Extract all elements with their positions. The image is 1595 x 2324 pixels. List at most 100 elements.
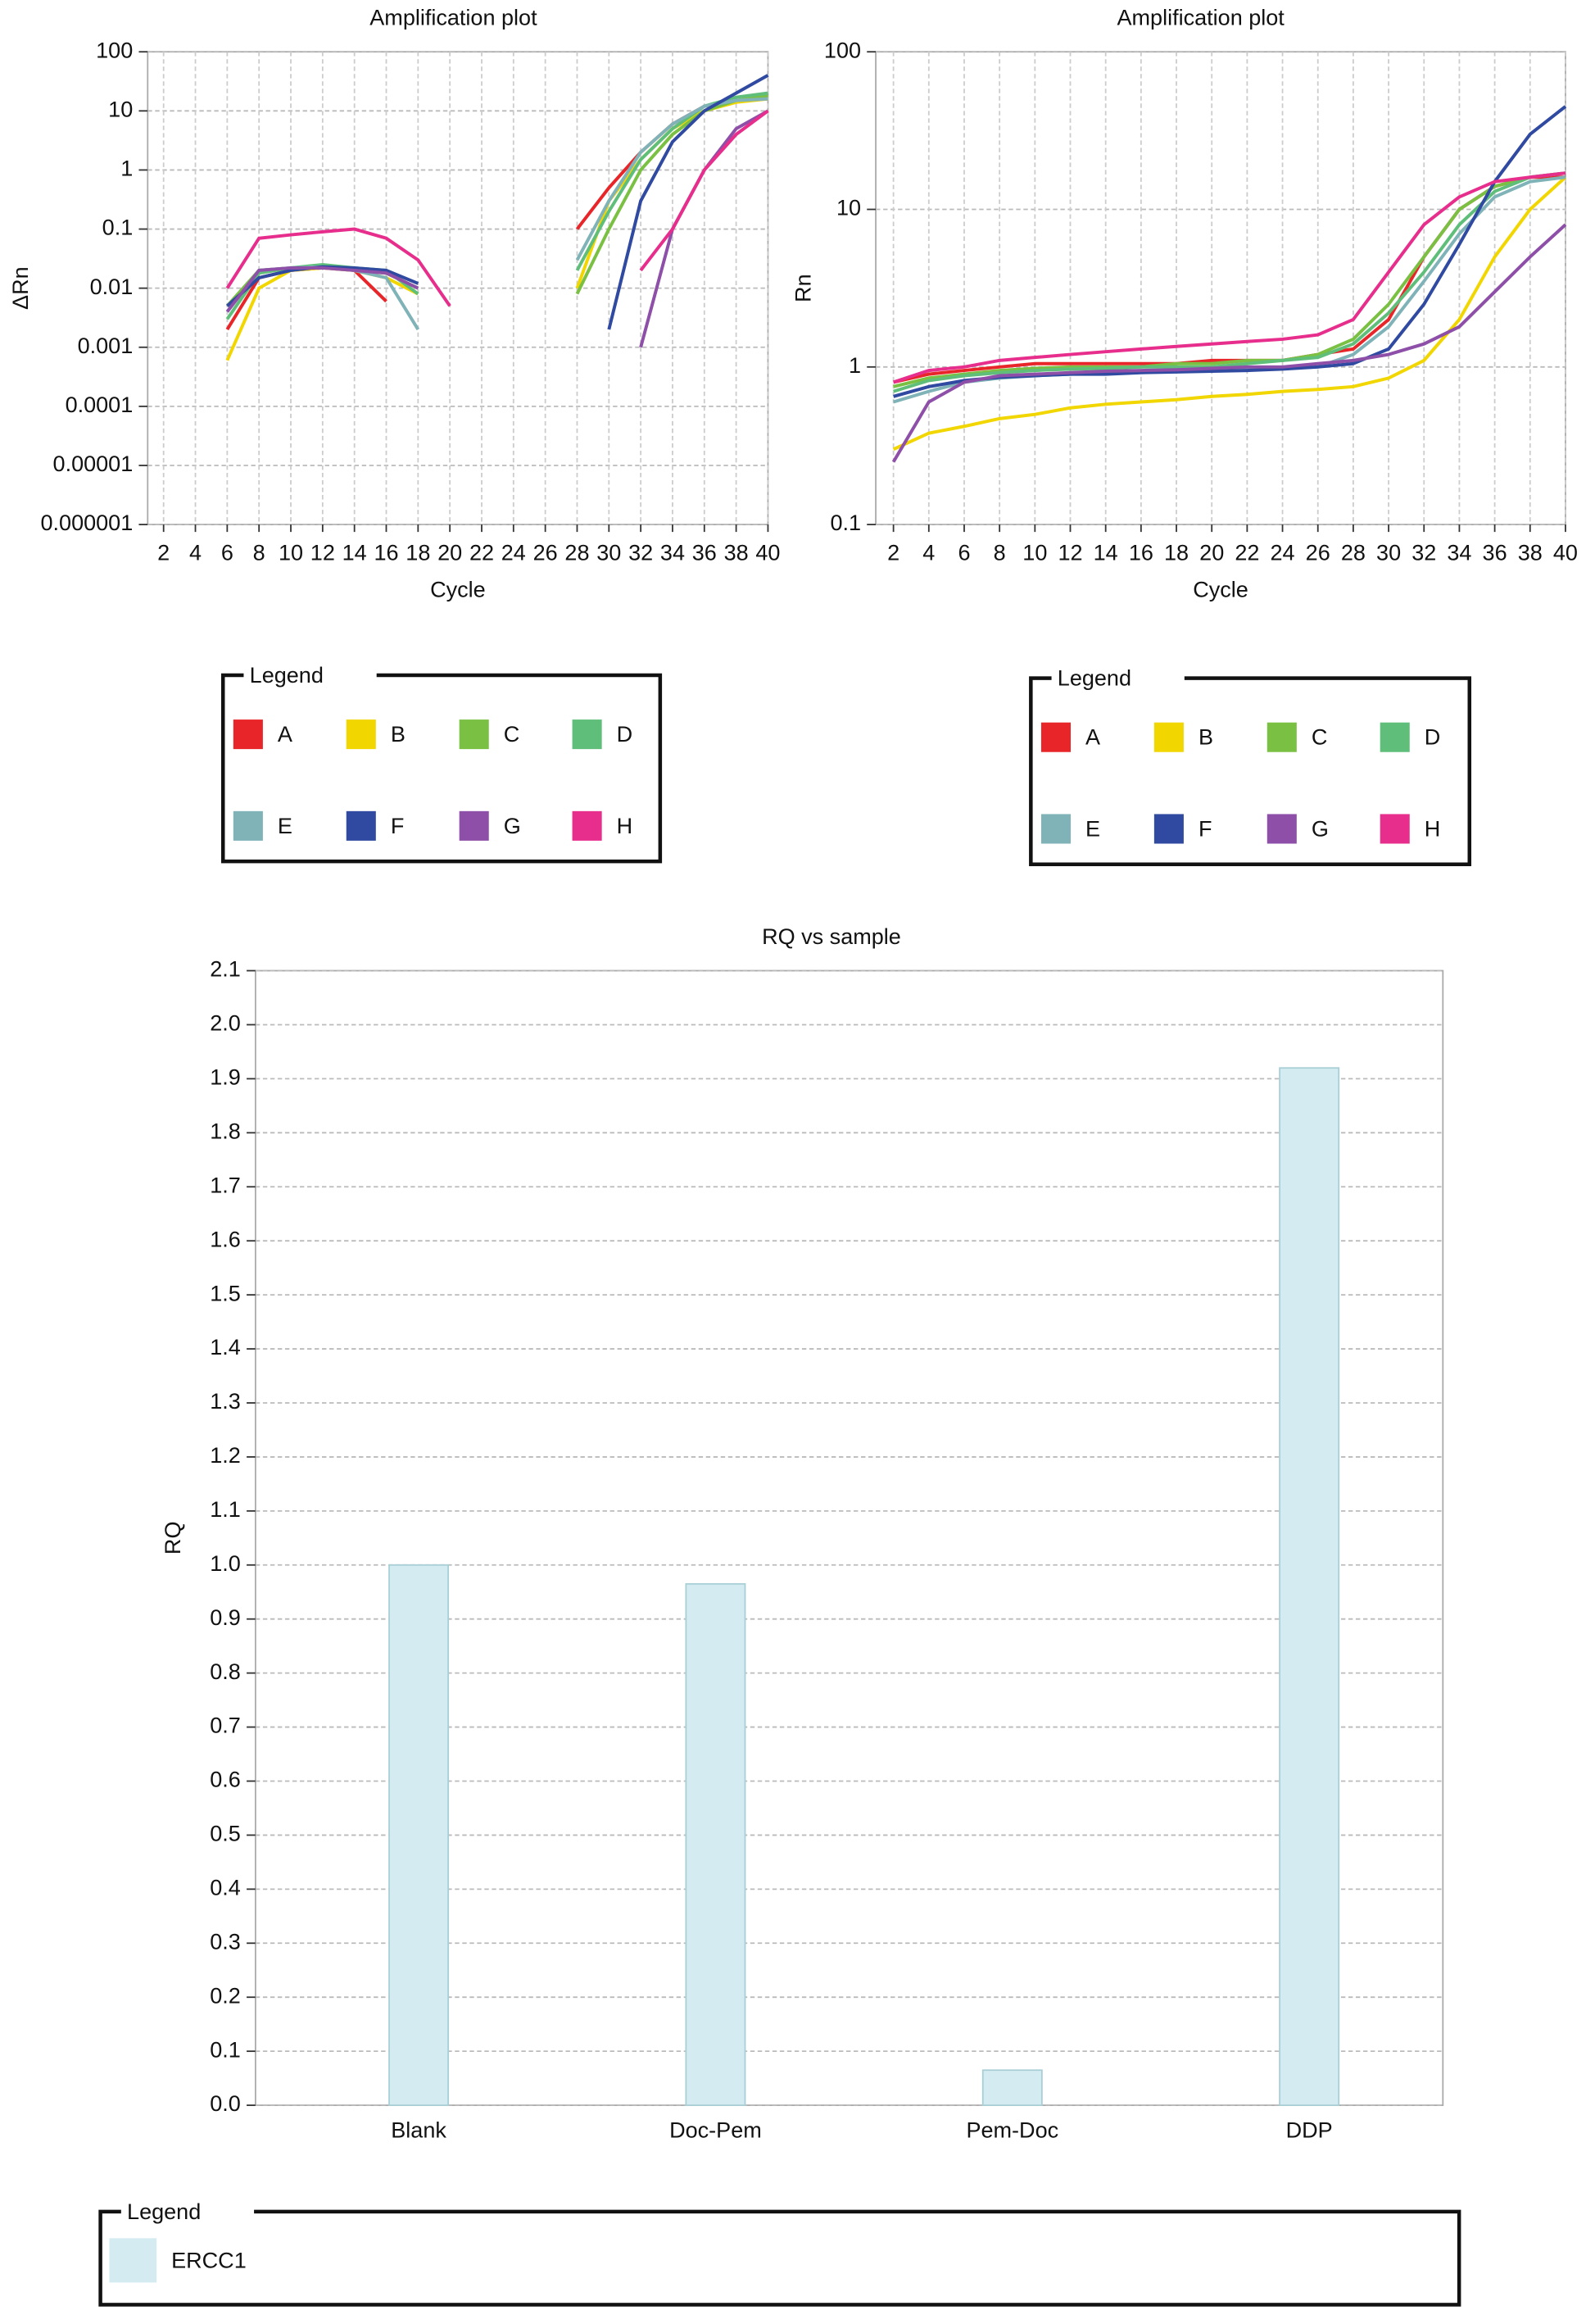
x-tick-label: 18 (406, 540, 430, 565)
y-tick-label: 10 (836, 196, 861, 220)
x-tick-label: 14 (1094, 540, 1118, 565)
x-tick-label: 22 (469, 540, 494, 565)
legend-label: B (1199, 725, 1213, 750)
series-line (893, 171, 1566, 388)
y-tick-label: 1.1 (210, 1497, 241, 1522)
x-tick-label: 36 (1483, 540, 1507, 565)
y-tick-label: 2.0 (210, 1011, 241, 1036)
x-tick-label: DDP (1286, 2118, 1333, 2143)
chart-title: Amplification plot (369, 6, 537, 30)
y-tick-label: 0.00001 (53, 452, 134, 476)
x-tick-label: 38 (724, 540, 749, 565)
plot-area (254, 969, 1444, 2106)
legend-box (98, 2209, 1461, 2307)
legend-label: E (1085, 816, 1100, 841)
x-tick-label: 30 (1376, 540, 1401, 565)
y-tick-label: 0.1 (102, 216, 134, 240)
chart-title: RQ vs sample (762, 924, 901, 949)
x-tick-label: 8 (994, 540, 1006, 565)
legend-title: Legend (250, 663, 324, 688)
x-tick-label: 22 (1235, 540, 1259, 565)
legend-label: C (504, 722, 520, 747)
x-tick-label: 16 (374, 540, 398, 565)
y-tick-label: 0.0001 (66, 393, 134, 417)
legend-swatch (233, 810, 263, 841)
x-axis-label: Cycle (430, 577, 486, 601)
x-tick-label: 36 (692, 540, 717, 565)
legend-swatch (1380, 814, 1410, 844)
legend-label: A (278, 722, 292, 747)
legend-title: Legend (127, 2199, 201, 2224)
x-tick-label: 28 (564, 540, 589, 565)
x-tick-label: 4 (189, 540, 202, 565)
y-tick-label: 0.000001 (41, 511, 134, 535)
x-tick-label: 32 (628, 540, 653, 565)
legend-label: H (1425, 816, 1441, 841)
x-tick-label: 34 (1447, 540, 1471, 565)
x-tick-label: 8 (253, 540, 265, 565)
y-tick-label: 1.5 (210, 1281, 241, 1305)
y-tick-label: 1.3 (210, 1389, 241, 1414)
y-tick-label: 0.0 (210, 2091, 241, 2116)
x-tick-label: 24 (501, 540, 526, 565)
x-tick-label: 6 (958, 540, 970, 565)
x-tick-label: 16 (1129, 540, 1153, 565)
y-tick-label: 1.6 (210, 1227, 241, 1251)
y-tick-label: 100 (96, 38, 133, 62)
legend-swatch (346, 719, 376, 750)
y-tick-label: 0.4 (210, 1875, 241, 1900)
y-tick-label: 1.0 (210, 1551, 241, 1576)
series-line (893, 171, 1566, 393)
legend-label: C (1312, 725, 1328, 750)
y-tick-label: 1.4 (210, 1335, 241, 1359)
x-tick-label: Doc-Pem (669, 2118, 762, 2143)
y-tick-label: 2.1 (210, 957, 241, 982)
legend-box (1029, 676, 1472, 866)
legend-title: Legend (1058, 666, 1131, 691)
bar (981, 2069, 1043, 2106)
legend-swatch (109, 2238, 157, 2283)
x-tick-label: 14 (342, 540, 367, 565)
y-tick-label: 10 (108, 97, 133, 121)
y-tick-label: 0.001 (78, 334, 134, 358)
y-tick-label: 0.6 (210, 1768, 241, 1792)
x-tick-label: 12 (1058, 540, 1082, 565)
legend-label: D (617, 722, 633, 747)
x-tick-label: 20 (437, 540, 462, 565)
legend-swatch (346, 810, 376, 841)
x-tick-label: 34 (660, 540, 685, 565)
legend-label: A (1085, 725, 1100, 750)
legend-label: F (391, 814, 405, 838)
x-tick-label: 10 (279, 540, 303, 565)
legend-label: F (1199, 816, 1212, 841)
legend-swatch (459, 719, 489, 750)
plot-area (875, 51, 1566, 526)
legend-label: G (504, 814, 521, 838)
y-tick-label: 0.5 (210, 1822, 241, 1846)
y-tick-label: 0.1 (210, 2037, 241, 2062)
chart-title: Amplification plot (1117, 6, 1285, 30)
x-tick-label: 20 (1199, 540, 1224, 565)
legend-swatch (1040, 722, 1072, 752)
y-tick-label: 0.01 (90, 275, 134, 299)
legend-swatch (1380, 722, 1410, 752)
x-tick-label: 38 (1518, 540, 1543, 565)
legend-swatch (1153, 722, 1184, 752)
x-tick-label: 12 (310, 540, 335, 565)
legend-swatch (233, 719, 263, 750)
legend-title-bg (243, 660, 377, 691)
legend-label: ERCC1 (171, 2248, 247, 2272)
x-tick-label: 4 (922, 540, 935, 565)
x-tick-label: 32 (1411, 540, 1436, 565)
x-tick-label: 2 (157, 540, 170, 565)
x-tick-label: 24 (1271, 540, 1295, 565)
y-tick-label: 1.2 (210, 1443, 241, 1468)
y-tick-label: 100 (824, 38, 861, 62)
bar (1279, 1067, 1340, 2106)
x-tick-label: 28 (1341, 540, 1366, 565)
bar (685, 1582, 746, 2106)
x-tick-label: 26 (1306, 540, 1330, 565)
x-tick-label: Pem-Doc (966, 2118, 1058, 2143)
y-axis-label: RQ (161, 1522, 185, 1555)
